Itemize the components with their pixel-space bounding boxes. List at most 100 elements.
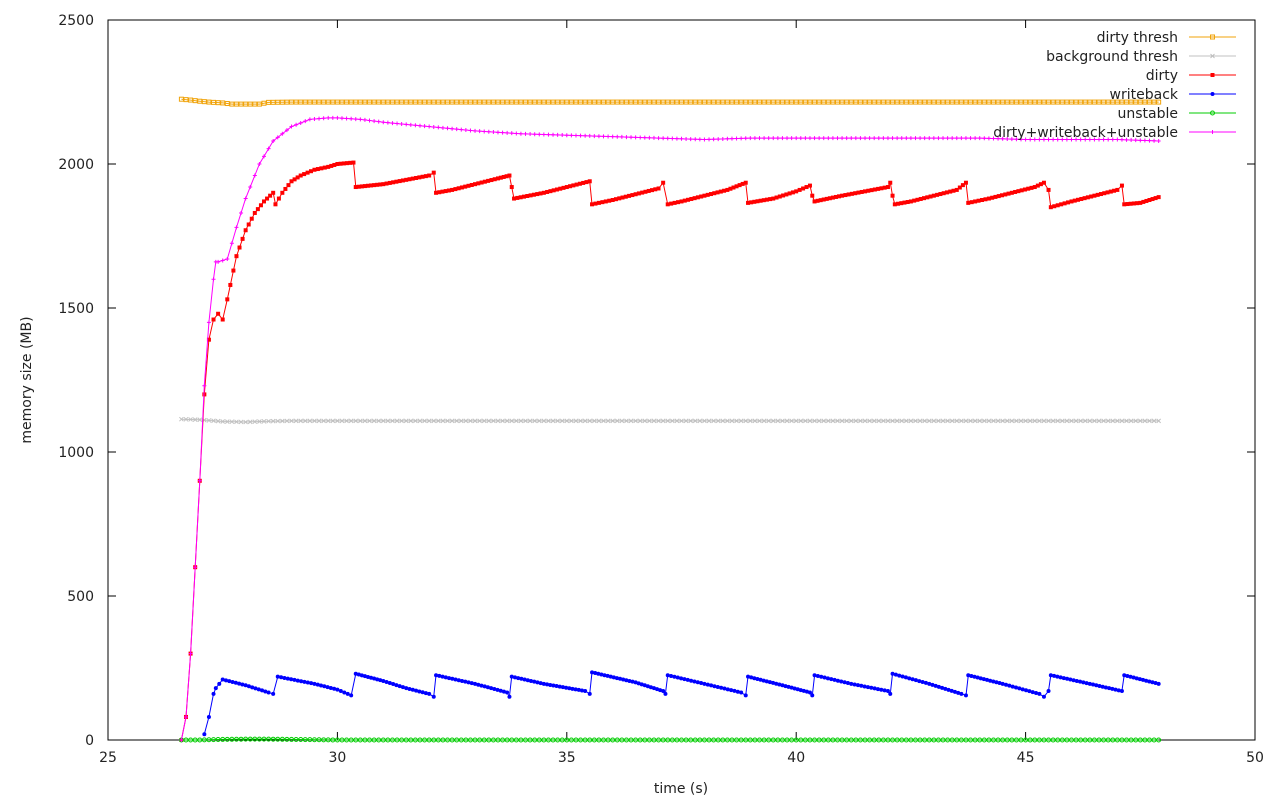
data-point-dirty-thresh: [821, 99, 827, 105]
data-point-dirty-thresh: [1036, 99, 1042, 105]
data-point-background-thresh: [247, 419, 253, 425]
data-point-dirty: [353, 185, 358, 190]
data-point-unstable: [1091, 737, 1097, 743]
data-point-writeback: [1097, 684, 1102, 688]
data-point-dirty-writeback-unstable: [473, 128, 478, 133]
data-point-dirty-writeback-unstable: [1087, 137, 1092, 142]
data-point-dirty-writeback-unstable: [257, 162, 262, 166]
data-point-unstable: [1133, 737, 1139, 743]
data-point-dirty: [1128, 201, 1133, 206]
data-point-background-thresh: [784, 418, 790, 424]
data-point-dirty: [630, 193, 635, 198]
data-point-writeback: [755, 676, 760, 681]
data-point-dirty: [812, 199, 817, 204]
data-point-writeback: [1017, 686, 1022, 691]
data-point-background-thresh: [546, 418, 551, 424]
data-point-writeback: [639, 682, 644, 687]
data-point-dirty: [220, 317, 225, 322]
data-point-unstable: [344, 737, 350, 743]
data-point-dirty-writeback-unstable: [918, 136, 923, 141]
data-point-writeback: [822, 675, 827, 680]
data-point-dirty-writeback-unstable: [986, 136, 991, 141]
data-point-background-thresh: [564, 418, 570, 424]
data-point-background-thresh: [1147, 418, 1152, 424]
data-point-dirty-thresh: [816, 99, 822, 105]
data-point-unstable: [701, 737, 707, 743]
data-point-dirty: [518, 195, 523, 200]
data-point-writeback: [529, 678, 534, 683]
data-point-dirty-writeback-unstable: [275, 135, 280, 140]
data-point-writeback: [1110, 686, 1115, 691]
data-point-dirty-writeback-unstable: [537, 132, 542, 137]
data-point-dirty-writeback-unstable: [817, 136, 822, 141]
data-point-background-thresh: [720, 418, 726, 424]
data-point-dirty: [459, 185, 464, 190]
data-point-dirty: [755, 199, 760, 204]
data-point-unstable: [477, 737, 483, 743]
data-point-unstable: [1068, 737, 1074, 743]
data-point-dirty: [431, 170, 436, 175]
data-point-dirty-writeback-unstable: [867, 136, 872, 141]
data-point-dirty: [463, 184, 468, 189]
data-point-background-thresh: [867, 418, 872, 424]
series-dirty-thresh: [178, 96, 1162, 107]
data-point-writeback: [930, 682, 935, 687]
data-point-dirty: [501, 174, 506, 179]
data-point-unstable: [307, 737, 313, 743]
data-point-background-thresh: [614, 418, 620, 424]
data-point-unstable: [422, 737, 428, 743]
data-point-dirty-thresh: [316, 99, 322, 105]
data-point-unstable: [720, 737, 726, 743]
data-point-unstable: [1101, 737, 1107, 743]
data-point-unstable: [321, 737, 327, 743]
data-point-dirty-thresh: [188, 97, 194, 103]
data-point-dirty: [548, 189, 553, 194]
data-point-writeback: [576, 687, 581, 692]
data-point-background-thresh: [206, 418, 212, 423]
data-point-dirty: [237, 245, 242, 250]
data-point-background-thresh: [376, 418, 382, 424]
data-point-writeback: [519, 676, 524, 681]
data-point-dirty: [434, 190, 439, 195]
data-point-unstable: [972, 737, 978, 743]
data-point-writeback: [541, 681, 546, 686]
x-tick-label: 40: [787, 750, 805, 766]
data-point-dirty-thresh: [665, 99, 671, 105]
data-point-dirty-writeback-unstable: [927, 136, 932, 141]
data-point-dirty: [1059, 202, 1064, 207]
data-point-dirty: [1125, 202, 1130, 207]
data-point-background-thresh: [518, 418, 524, 424]
data-point-dirty-writeback-unstable: [711, 137, 716, 142]
data-point-dirty-writeback-unstable: [523, 131, 528, 136]
data-point-dirty-writeback-unstable: [647, 135, 652, 140]
data-point-dirty: [437, 190, 442, 195]
data-point-unstable: [1046, 737, 1052, 743]
data-point-dirty: [603, 199, 608, 204]
data-point-dirty: [966, 200, 971, 205]
data-point-unstable: [1036, 737, 1042, 743]
data-point-writeback: [845, 681, 850, 686]
data-point-writeback: [885, 689, 890, 694]
data-point-dirty: [1009, 190, 1014, 195]
data-point-dirty-thresh: [1023, 99, 1029, 105]
data-point-writeback: [507, 694, 512, 699]
data-point-dirty: [558, 186, 563, 191]
data-point-dirty-writeback-unstable: [486, 129, 491, 134]
data-point-writeback: [642, 683, 647, 688]
data-point-dirty: [479, 180, 484, 185]
data-point-dirty: [568, 184, 573, 189]
data-point-unstable: [523, 737, 529, 743]
data-point-unstable: [633, 737, 639, 743]
data-point-unstable: [1146, 737, 1152, 743]
data-point-dirty-writeback-unstable: [674, 136, 679, 141]
data-point-dirty-thresh: [1050, 99, 1056, 105]
data-point-dirty-thresh: [1064, 99, 1070, 105]
data-point-unstable: [619, 737, 625, 743]
data-point-dirty-thresh: [963, 99, 969, 105]
data-point-dirty-writeback-unstable: [390, 121, 395, 126]
data-point-dirty-thresh: [527, 99, 533, 105]
data-point-unstable: [876, 737, 882, 743]
data-point-background-thresh: [1137, 418, 1143, 424]
data-point-background-thresh: [908, 418, 914, 424]
data-point-unstable: [692, 737, 698, 743]
